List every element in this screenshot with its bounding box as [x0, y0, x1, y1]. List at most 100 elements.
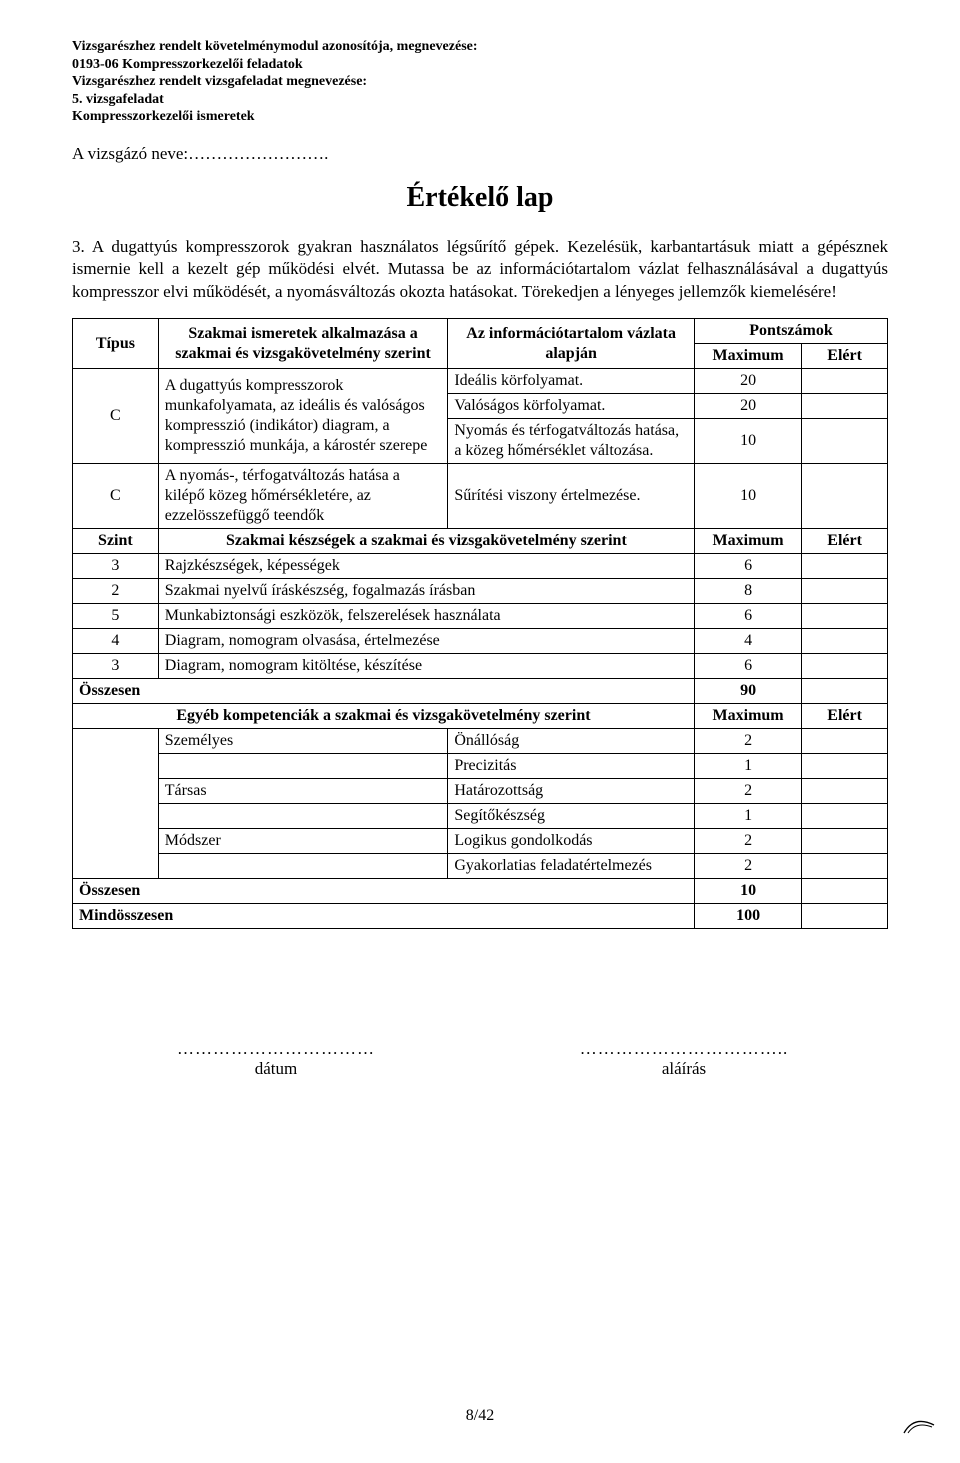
cell-max: 2 — [694, 829, 801, 854]
cell-got — [802, 629, 888, 654]
cell-max: 8 — [694, 579, 801, 604]
cell-got — [802, 394, 888, 419]
cell-empty — [73, 779, 159, 804]
th-points: Pontszámok — [694, 319, 887, 344]
cell-max: 10 — [694, 464, 801, 529]
cell-max: 6 — [694, 554, 801, 579]
cell-skill: Munkabiztonsági eszközök, felszerelések … — [158, 604, 694, 629]
cell-comp: Határozottság — [448, 779, 695, 804]
table-row: Egyéb kompetenciák a szakmai és vizsgakö… — [73, 704, 888, 729]
cell-got — [802, 854, 888, 879]
th-skills: Szakmai ismeretek alkalmazása a szakmai … — [158, 319, 448, 369]
table-row: 3 Rajzkészségek, képességek 6 — [73, 554, 888, 579]
table-row: C A nyomás-, térfogatváltozás hatása a k… — [73, 464, 888, 529]
cell-sum-value: 90 — [694, 679, 801, 704]
table-row: Típus Szakmai ismeretek alkalmazása a sz… — [73, 319, 888, 344]
table-row: 5 Munkabiztonsági eszközök, felszerelése… — [73, 604, 888, 629]
cell-empty — [73, 854, 159, 879]
table-row: Gyakorlatias feladatértelmezés 2 — [73, 854, 888, 879]
th-profskills: Szakmai készségek a szakmai és vizsgaköv… — [158, 529, 694, 554]
table-row: Módszer Logikus gondolkodás 2 — [73, 829, 888, 854]
cell-empty — [158, 854, 448, 879]
table-row: 4 Diagram, nomogram olvasása, értelmezés… — [73, 629, 888, 654]
th-got: Elért — [802, 704, 888, 729]
cell-got — [802, 579, 888, 604]
cell-max: 2 — [694, 779, 801, 804]
table-row: 2 Szakmai nyelvű íráskészség, fogalmazás… — [73, 579, 888, 604]
th-info: Az információtartalom vázlata alapján — [448, 319, 695, 369]
cell-type: C — [73, 464, 159, 529]
table-row: Szint Szakmai készségek a szakmai és viz… — [73, 529, 888, 554]
cell-max: 1 — [694, 804, 801, 829]
cell-max: 2 — [694, 729, 801, 754]
cell-skill: Diagram, nomogram kitöltése, készítése — [158, 654, 694, 679]
candidate-name-line: A vizsgázó neve:……………………. — [72, 144, 888, 164]
cell-got — [802, 729, 888, 754]
cell-max: 20 — [694, 394, 801, 419]
cell-level: 2 — [73, 579, 159, 604]
signature-column: …………………………….. aláírás — [480, 1039, 888, 1079]
date-label: dátum — [72, 1059, 480, 1079]
cell-got — [802, 754, 888, 779]
dotted-line: …………………………… — [72, 1039, 480, 1059]
th-max: Maximum — [694, 704, 801, 729]
th-type: Típus — [73, 319, 159, 369]
cell-level: 4 — [73, 629, 159, 654]
cell-info: Ideális körfolyamat. — [448, 369, 695, 394]
cell-comp-cat: Társas — [158, 779, 448, 804]
cell-sum-label: Összesen — [73, 879, 695, 904]
cell-comp: Segítőkészség — [448, 804, 695, 829]
th-max: Maximum — [694, 529, 801, 554]
cell-max: 2 — [694, 854, 801, 879]
table-row: Mindösszesen 100 — [73, 904, 888, 929]
cell-max: 10 — [694, 419, 801, 464]
cell-max: 4 — [694, 629, 801, 654]
evaluation-table: Típus Szakmai ismeretek alkalmazása a sz… — [72, 318, 888, 929]
table-row: 3 Diagram, nomogram kitöltése, készítése… — [73, 654, 888, 679]
header-line: 0193-06 Kompresszorkezelői feladatok — [72, 56, 888, 74]
header-line: Vizsgarészhez rendelt követelménymodul a… — [72, 38, 888, 56]
cell-sum-value: 10 — [694, 879, 801, 904]
cell-level: 3 — [73, 554, 159, 579]
cell-max: 20 — [694, 369, 801, 394]
th-other: Egyéb kompetenciák a szakmai és vizsgakö… — [73, 704, 695, 729]
cell-got — [802, 554, 888, 579]
cell-got — [802, 679, 888, 704]
cell-got — [802, 654, 888, 679]
th-max: Maximum — [694, 344, 801, 369]
cell-got — [802, 779, 888, 804]
cell-got — [802, 829, 888, 854]
page-number: 8/42 — [0, 1407, 960, 1425]
cell-level: 5 — [73, 604, 159, 629]
table-row: C A dugattyús kompresszorok munkafolyama… — [73, 369, 888, 394]
cell-type: C — [73, 369, 159, 464]
cell-skill: A dugattyús kompresszorok munkafolyamata… — [158, 369, 448, 464]
cell-comp: Gyakorlatias feladatértelmezés — [448, 854, 695, 879]
header-line: 5. vizsgafeladat — [72, 91, 888, 109]
cell-empty — [73, 804, 159, 829]
page: Vizsgarészhez rendelt követelménymodul a… — [0, 0, 960, 1463]
cell-got — [802, 904, 888, 929]
cell-sum-label: Összesen — [73, 679, 695, 704]
dotted-line: …………………………….. — [480, 1039, 888, 1059]
cell-empty — [73, 729, 159, 754]
cell-skill: A nyomás-, térfogatváltozás hatása a kil… — [158, 464, 448, 529]
cell-comp: Önállóság — [448, 729, 695, 754]
page-title: Értékelő lap — [72, 182, 888, 214]
table-row: Összesen 90 — [73, 679, 888, 704]
date-column: …………………………… dátum — [72, 1039, 480, 1079]
cell-skill: Szakmai nyelvű íráskészség, fogalmazás í… — [158, 579, 694, 604]
task-intro: 3. A dugattyús kompresszorok gyakran has… — [72, 236, 888, 305]
cell-total-label: Mindösszesen — [73, 904, 695, 929]
cell-empty — [158, 804, 448, 829]
cell-got — [802, 464, 888, 529]
header-line: Vizsgarészhez rendelt vizsgafeladat megn… — [72, 73, 888, 91]
cell-comp-cat: Személyes — [158, 729, 448, 754]
page-curl-icon — [902, 1413, 936, 1435]
th-got: Elért — [802, 344, 888, 369]
cell-comp: Precizitás — [448, 754, 695, 779]
cell-info: Nyomás és térfogatváltozás hatása, a köz… — [448, 419, 695, 464]
cell-max: 6 — [694, 604, 801, 629]
th-level: Szint — [73, 529, 159, 554]
cell-comp-cat: Módszer — [158, 829, 448, 854]
